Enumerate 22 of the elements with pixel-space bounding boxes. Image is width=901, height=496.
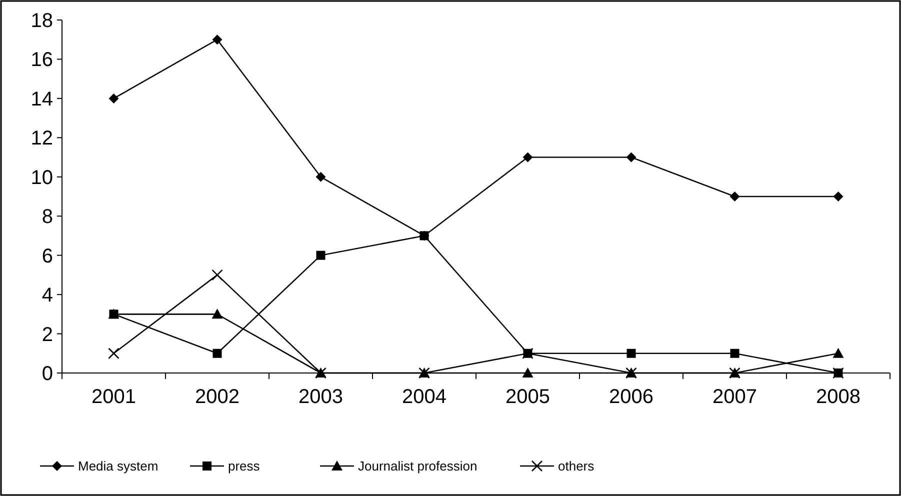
x-tick-label: 2005 <box>506 386 550 408</box>
legend-label: press <box>228 458 260 474</box>
x-tick-label: 2001 <box>92 386 136 408</box>
x-tick-label: 2004 <box>402 386 446 408</box>
x-tick-label: 2006 <box>609 386 654 408</box>
x-tick-label: 2008 <box>816 386 860 408</box>
legend-label: others <box>558 458 595 474</box>
x-tick-label: 2002 <box>195 386 240 408</box>
y-tick-label: 2 <box>42 324 53 346</box>
y-tick-label: 18 <box>30 10 53 32</box>
y-tick-label: 8 <box>42 206 53 228</box>
y-tick-label: 14 <box>30 88 53 110</box>
legend-label: Journalist profession <box>358 458 478 474</box>
y-tick-label: 4 <box>42 284 53 307</box>
x-tick-label: 2003 <box>298 386 343 408</box>
x-tick-label: 2007 <box>712 386 757 408</box>
y-tick-label: 12 <box>30 128 53 150</box>
y-tick-label: 6 <box>42 245 53 268</box>
legend-label: Media system <box>78 458 158 474</box>
y-tick-label: 10 <box>30 166 53 189</box>
y-tick-label: 0 <box>42 363 53 385</box>
y-tick-label: 16 <box>30 49 53 72</box>
